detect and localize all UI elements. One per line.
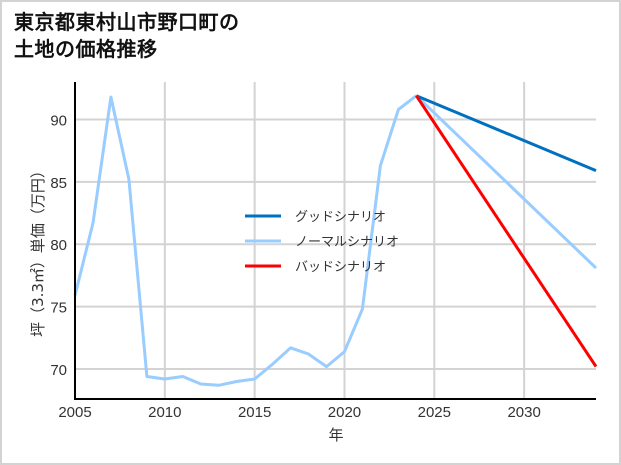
x-tick-label: 2025 [418,404,451,421]
y-tick-label: 70 [50,362,67,379]
series-line [415,94,597,172]
x-tick-label: 2030 [507,404,540,421]
x-tick-label: 2010 [148,404,181,421]
legend-label: ノーマルシナリオ [295,235,399,250]
chart-title: 東京都東村山市野口町の 土地の価格推移 [14,9,240,63]
y-tick-label: 75 [50,300,67,317]
series-line [73,94,418,387]
y-axis-label: 坪（3.3㎡）単価（万円） [29,163,47,337]
x-tick-label: 2005 [58,404,91,421]
y-tick-label: 90 [50,112,67,129]
gridlines [75,82,596,399]
legend-label: グッドシナリオ [295,210,386,225]
legend-label: バッドシナリオ [295,260,386,275]
data-series [73,94,598,387]
x-tick-label: 2020 [328,404,361,421]
series-line [415,94,598,368]
title-line-1: 東京都東村山市野口町の [14,10,240,34]
title-line-2: 土地の価格推移 [14,37,158,61]
series-line [415,94,598,270]
tick-labels: 70 75 80 85 90 2005 2010 2015 2020 2025 2030 [50,112,541,421]
x-axis-label: 年 [328,426,343,444]
y-tick-label: 85 [50,175,67,192]
y-tick-label: 80 [50,237,67,254]
axes [74,82,596,400]
x-tick-label: 2015 [238,404,271,421]
